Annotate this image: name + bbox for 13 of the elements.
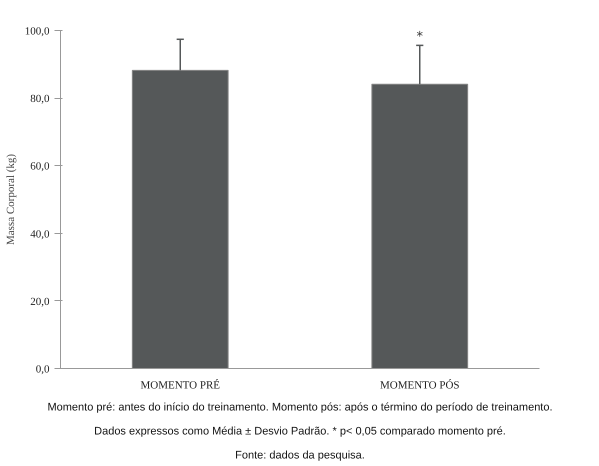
y-axis-title: Massa Corporal (kg): [4, 154, 17, 246]
y-tick-label: 100,0: [24, 26, 50, 38]
text: Momento pré: antes do início do treinamento. Momento pós: após o término do período de treinamento.: [47, 402, 553, 414]
annotation: *: [416, 29, 424, 44]
source-note: Fonte: dados da pesquisa.: [235, 450, 365, 462]
y-tick-label: 40,0: [30, 228, 50, 240]
x-tick-label: MOMENTO PÓS: [380, 378, 460, 392]
y-tick-label: 80,0: [30, 93, 50, 106]
y-tick-label: 60,0: [30, 160, 50, 173]
x-tick-label: MOMENTO PRÉ: [140, 378, 220, 392]
y-tick-label: 0,0: [36, 364, 50, 376]
text: Dados expressos como Média ± Desvio Padrão. * p< 0,05 comparado momento pré.: [94, 426, 506, 438]
y-tick-label: 20,0: [30, 296, 50, 308]
